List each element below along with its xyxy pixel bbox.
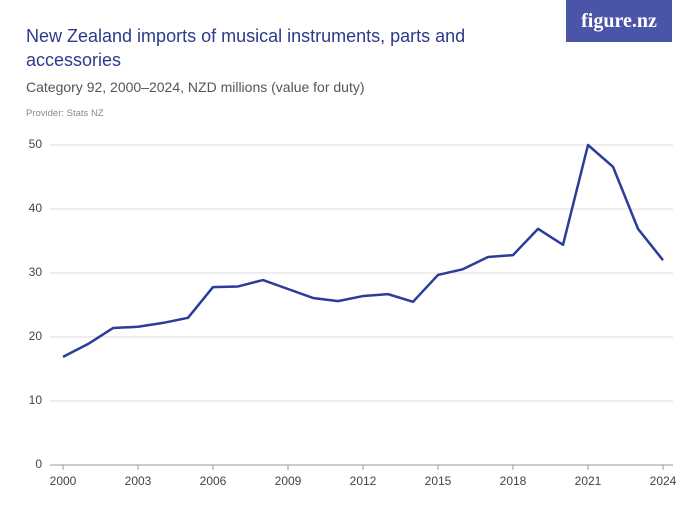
y-tick-label: 30 [29,265,43,279]
y-tick-label: 50 [29,137,43,151]
y-tick-label: 0 [35,457,42,471]
x-tick-label: 2015 [425,474,452,488]
x-tick-label: 2021 [575,474,602,488]
chart-title: New Zealand imports of musical instrumen… [26,26,466,70]
data-line [62,143,664,358]
y-tick-label: 40 [29,201,43,215]
x-tick-label: 2000 [50,474,77,488]
chart-subtitle: Category 92, 2000–2024, NZD millions (va… [26,79,365,95]
x-tick-label: 2006 [200,474,227,488]
x-tick-label: 2009 [275,474,302,488]
x-tick-label: 2018 [500,474,527,488]
x-tick-label: 2024 [650,474,677,488]
y-tick-label: 10 [29,393,43,407]
y-tick-label: 20 [29,329,43,343]
x-tick-label: 2003 [125,474,152,488]
chart-source: Provider: Stats NZ [26,108,104,119]
logo[interactable]: figure.nz [566,0,672,42]
x-tick-label: 2012 [350,474,377,488]
